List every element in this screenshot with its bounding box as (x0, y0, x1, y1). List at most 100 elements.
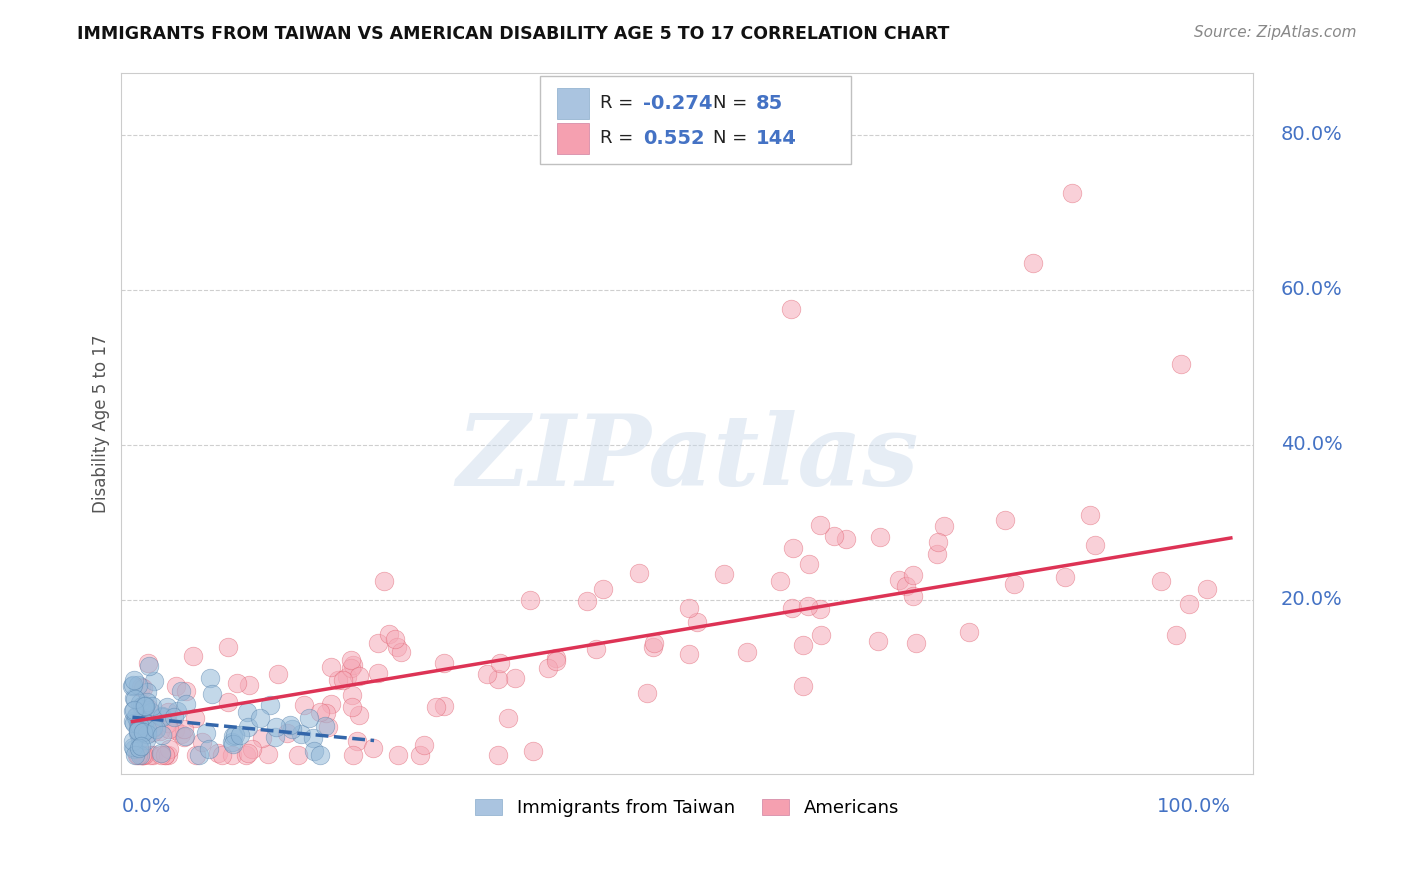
Point (347, 669, 370, 683)
Point (537, 661, 560, 675)
Point (132, 699, 155, 714)
Point (678, 600, 700, 615)
Point (280, 722, 302, 736)
Point (201, 687, 224, 701)
Point (869, 530, 891, 544)
Point (238, 720, 260, 734)
Point (475, 667, 498, 681)
Point (292, 698, 315, 712)
Point (792, 680, 814, 694)
Point (713, 567, 735, 582)
Point (957, 624, 980, 639)
Point (174, 729, 197, 743)
Point (128, 740, 150, 755)
Point (136, 656, 159, 670)
Point (544, 650, 567, 665)
Point (150, 710, 173, 724)
Point (229, 728, 252, 742)
Point (129, 747, 152, 762)
Text: 0.0%: 0.0% (121, 797, 170, 815)
Point (316, 720, 339, 734)
Point (257, 747, 280, 762)
Point (780, 302, 803, 317)
Point (486, 672, 509, 686)
Point (236, 746, 259, 760)
Point (367, 636, 389, 650)
Point (131, 747, 153, 762)
Point (131, 699, 153, 714)
Point (134, 698, 156, 713)
Point (235, 747, 257, 762)
Point (141, 698, 163, 713)
Point (498, 711, 520, 725)
Point (391, 645, 413, 659)
Point (361, 740, 384, 755)
Point (200, 671, 222, 685)
Point (124, 747, 146, 762)
Point (194, 725, 217, 739)
Point (135, 695, 157, 709)
Point (782, 541, 804, 555)
Point (149, 723, 172, 738)
Point (134, 723, 156, 737)
Point (433, 657, 456, 671)
Point (131, 747, 153, 762)
Point (342, 747, 364, 762)
Point (1022, 256, 1045, 270)
Point (207, 746, 229, 760)
Point (176, 698, 198, 712)
Point (132, 725, 155, 739)
Point (132, 723, 155, 737)
Point (373, 574, 395, 588)
Text: 80.0%: 80.0% (1281, 126, 1343, 145)
Point (138, 658, 160, 673)
Point (1060, 186, 1083, 200)
Point (932, 519, 955, 533)
Point (131, 681, 153, 696)
Point (131, 724, 153, 739)
Point (139, 706, 162, 720)
Bar (557, 123, 589, 153)
Point (128, 727, 150, 741)
Point (128, 723, 150, 737)
Point (488, 747, 510, 762)
Point (769, 574, 792, 589)
Point (122, 734, 145, 748)
Point (735, 644, 758, 658)
Point (127, 717, 149, 731)
Point (1178, 597, 1201, 611)
Point (165, 679, 187, 693)
Text: ZIPatlas: ZIPatlas (456, 410, 918, 507)
Point (236, 705, 259, 719)
FancyBboxPatch shape (540, 77, 851, 164)
Point (174, 683, 197, 698)
Point (156, 705, 179, 719)
Point (124, 709, 146, 723)
Point (127, 678, 149, 692)
Text: Source: ZipAtlas.com: Source: ZipAtlas.com (1194, 25, 1357, 40)
Point (170, 727, 193, 741)
Point (157, 742, 180, 756)
Point (425, 700, 447, 714)
Point (308, 705, 330, 719)
Point (290, 727, 312, 741)
Point (808, 602, 831, 616)
Point (121, 679, 143, 693)
Point (927, 535, 949, 549)
Point (1053, 570, 1076, 584)
Point (122, 716, 145, 731)
Point (796, 599, 818, 614)
Point (145, 723, 167, 737)
Point (1164, 628, 1187, 642)
Point (128, 697, 150, 711)
Point (641, 640, 664, 654)
Point (129, 680, 152, 694)
Point (129, 721, 152, 735)
Text: 85: 85 (756, 94, 783, 112)
Point (302, 743, 325, 757)
Point (131, 717, 153, 731)
Point (136, 727, 159, 741)
Text: R =: R = (600, 95, 638, 112)
Point (1170, 357, 1192, 371)
Point (156, 700, 179, 714)
